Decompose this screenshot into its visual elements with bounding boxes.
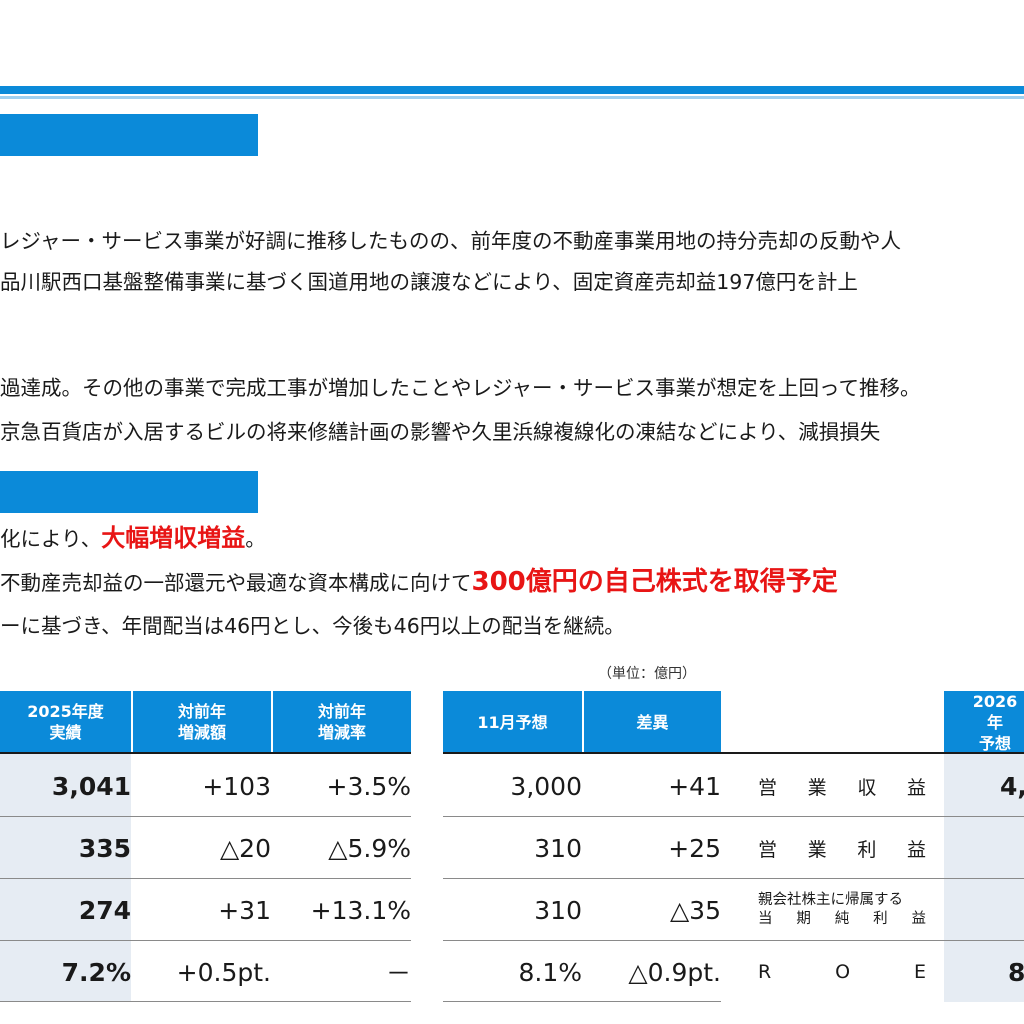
- row-revenue-difference: +41: [668, 771, 721, 801]
- row-divider: [0, 816, 411, 817]
- summary-line-1: レジャー・サービス事業が好調に推移したものの、前年度の不動産事業用地の持分売却の…: [0, 229, 901, 253]
- outlook-line-2-pre: 不動産売却益の一部還元や最適な資本構成に向けて: [0, 571, 472, 595]
- label-char: 業: [807, 776, 827, 799]
- header-yoy-rate: 対前年 増減率: [273, 691, 411, 753]
- row-revenue-label: 営 業 収 益: [740, 756, 944, 816]
- label-char: 利: [873, 911, 888, 927]
- row-op-income-actual: 335: [78, 833, 131, 863]
- row-divider: [0, 1001, 411, 1002]
- row-roe-yoy-rate: －: [385, 959, 411, 988]
- label-char: E: [913, 961, 926, 983]
- row-roe-yoy-amount: +0.5pt.: [176, 957, 271, 987]
- header-next-forecast: 2026年 予想: [944, 691, 1024, 753]
- row-net-income-difference: △35: [669, 895, 721, 925]
- section-header-bar-2: [0, 471, 258, 513]
- row-net-income-yoy-amount: +31: [218, 895, 271, 925]
- header-nov-forecast: 11月予想: [443, 691, 582, 753]
- row-roe-label: R O E: [740, 942, 944, 1002]
- header-underline-right: [443, 752, 1024, 754]
- header-underline-left: [0, 752, 411, 754]
- unit-note: （単位：億円）: [598, 666, 696, 682]
- summary-line-3: 過達成。その他の事業で完成工事が増加したことやレジャー・サービス事業が想定を上回…: [0, 376, 921, 400]
- label-char: 収: [857, 776, 877, 799]
- row-revenue-nov-forecast: 3,000: [510, 771, 582, 801]
- row-net-income-label: 親会社株主に帰属する 当 期 純 利 益: [740, 880, 944, 940]
- label-char: 期: [796, 911, 811, 927]
- row-divider: [443, 940, 1024, 941]
- row-divider: [0, 940, 411, 941]
- row-revenue-yoy-amount: +103: [202, 771, 271, 801]
- row-divider: [443, 878, 1024, 879]
- row-net-income-actual: 274: [78, 895, 131, 925]
- row-roe-nov-forecast: 8.1%: [518, 957, 582, 987]
- label-char: 業: [807, 838, 827, 861]
- row-op-income-difference: +25: [668, 833, 721, 863]
- label-char: 益: [906, 838, 926, 861]
- row-net-income-yoy-rate: +13.1%: [310, 895, 411, 925]
- label-char: 営: [758, 838, 778, 861]
- label-char: 当: [758, 911, 773, 927]
- row-revenue-yoy-rate: +3.5%: [326, 771, 411, 801]
- section-header-bar-1: [0, 114, 258, 156]
- outlook-highlight-2: 300億円の自己株式を取得予定: [471, 567, 838, 597]
- top-rule-thick: [0, 86, 1024, 94]
- outlook-highlight-1: 大幅増収増益: [101, 524, 246, 552]
- label-char: 利: [857, 838, 877, 861]
- row-op-income-label: 営 業 利 益: [740, 818, 944, 878]
- label-char: 益: [911, 911, 927, 927]
- row-roe-difference: △0.9pt.: [628, 957, 721, 987]
- row-divider: [443, 816, 1024, 817]
- row-revenue-actual: 3,041: [51, 771, 131, 801]
- header-yoy-amount: 対前年 増減額: [133, 691, 271, 753]
- label-char: 営: [758, 776, 778, 799]
- outlook-line-3: ーに基づき、年間配当は46円とし、今後も46円以上の配当を継続。: [0, 614, 625, 638]
- summary-line-2: 品川駅西口基盤整備事業に基づく国道用地の譲渡などにより、固定資産売却益197億円…: [0, 270, 858, 294]
- row-roe-next-forecast: 8: [1008, 957, 1024, 987]
- top-rule-thin: [0, 96, 1024, 99]
- row-roe-actual: 7.2%: [61, 957, 131, 987]
- outlook-line-1: 化により、大幅増収増益。: [0, 524, 266, 553]
- summary-line-4: 京急百貨店が入居するビルの将来修繕計画の影響や久里浜線複線化の凍結などにより、減…: [0, 420, 881, 444]
- row-revenue-next-forecast: 4,: [1000, 771, 1024, 801]
- label-char: O: [835, 961, 851, 983]
- label-line-2: 当 期 純 利 益: [758, 910, 926, 929]
- label-char: R: [758, 961, 772, 983]
- row-net-income-nov-forecast: 310: [534, 895, 582, 925]
- row-op-income-yoy-amount: △20: [219, 833, 271, 863]
- outlook-line-1-pre: 化により、: [0, 527, 102, 551]
- label-char: 益: [906, 776, 926, 799]
- outlook-line-2: 不動産売却益の一部還元や最適な資本構成に向けて300億円の自己株式を取得予定: [0, 568, 838, 597]
- label-char: 純: [834, 911, 850, 927]
- row-op-income-nov-forecast: 310: [534, 833, 582, 863]
- label-line-1: 親会社株主に帰属する: [758, 892, 903, 908]
- header-difference: 差異: [584, 691, 721, 753]
- header-actual: 2025年度 実績: [0, 691, 131, 753]
- outlook-line-1-post: 。: [245, 527, 266, 551]
- row-divider: [443, 1001, 721, 1002]
- row-divider: [0, 878, 411, 879]
- row-op-income-yoy-rate: △5.9%: [328, 833, 411, 863]
